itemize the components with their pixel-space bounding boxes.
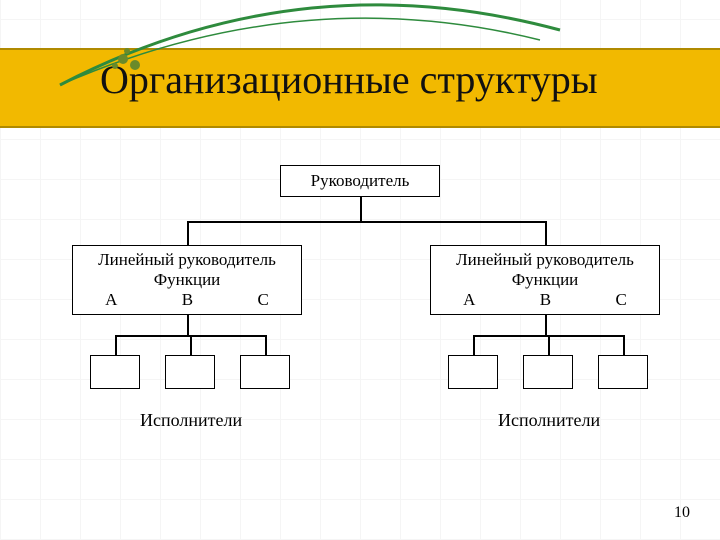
dot-icon bbox=[112, 63, 118, 69]
node-root-label: Руководитель bbox=[311, 171, 410, 191]
branch-line1: Линейный руководитель bbox=[456, 250, 634, 270]
node-leaf bbox=[523, 355, 573, 389]
branch-line1: Линейный руководитель bbox=[98, 250, 276, 270]
func-a: А bbox=[105, 290, 117, 310]
leaf-caption-left: Исполнители bbox=[140, 410, 242, 431]
node-leaf bbox=[240, 355, 290, 389]
leaf-caption-right: Исполнители bbox=[498, 410, 600, 431]
node-branch-right: Линейный руководитель Функции А B C bbox=[430, 245, 660, 315]
branch-funcs: А B C bbox=[73, 290, 301, 310]
branch-funcs: А B C bbox=[431, 290, 659, 310]
branch-line2: Функции bbox=[154, 270, 221, 290]
page-number: 10 bbox=[674, 504, 690, 522]
dot-icon bbox=[124, 48, 130, 54]
node-leaf bbox=[90, 355, 140, 389]
func-c: C bbox=[257, 290, 268, 310]
func-a: А bbox=[463, 290, 475, 310]
swoosh-decoration bbox=[0, 0, 720, 140]
node-leaf bbox=[165, 355, 215, 389]
node-branch-left: Линейный руководитель Функции А B C bbox=[72, 245, 302, 315]
node-root: Руководитель bbox=[280, 165, 440, 197]
func-b: B bbox=[182, 290, 193, 310]
node-leaf bbox=[448, 355, 498, 389]
func-c: C bbox=[615, 290, 626, 310]
func-b: B bbox=[540, 290, 551, 310]
dot-icon bbox=[118, 54, 128, 64]
dot-icon bbox=[130, 60, 140, 70]
node-leaf bbox=[598, 355, 648, 389]
branch-line2: Функции bbox=[512, 270, 579, 290]
